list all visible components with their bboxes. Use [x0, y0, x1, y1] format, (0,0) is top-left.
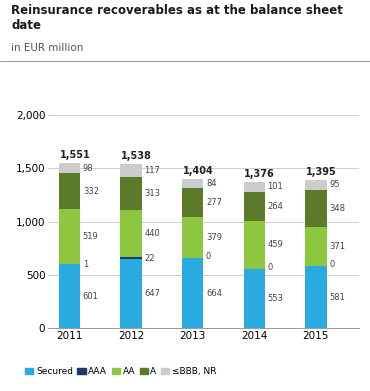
Bar — [182, 188, 204, 217]
Text: 1,404: 1,404 — [182, 166, 213, 176]
Text: 0: 0 — [329, 260, 334, 269]
Bar — [120, 177, 142, 210]
Text: 1,551: 1,551 — [60, 150, 90, 160]
Text: 277: 277 — [206, 198, 222, 207]
Bar — [182, 179, 204, 188]
Text: 647: 647 — [144, 289, 161, 298]
Text: 379: 379 — [206, 233, 222, 242]
Bar — [243, 221, 265, 269]
Text: 84: 84 — [206, 179, 216, 188]
Bar — [305, 227, 327, 267]
Text: 22: 22 — [144, 254, 155, 263]
Text: 1: 1 — [83, 260, 88, 269]
Bar — [120, 210, 142, 257]
Bar — [305, 190, 327, 227]
Bar — [243, 181, 265, 192]
Bar — [59, 209, 80, 264]
Bar — [59, 174, 80, 209]
Text: 0: 0 — [206, 251, 211, 260]
Bar — [120, 164, 142, 177]
Text: 440: 440 — [144, 229, 160, 238]
Bar — [182, 258, 204, 328]
Text: Reinsurance recoverables as at the balance sheet date: Reinsurance recoverables as at the balan… — [11, 4, 343, 32]
Bar — [243, 269, 265, 328]
Text: 313: 313 — [144, 189, 161, 198]
Text: 101: 101 — [268, 183, 283, 192]
Text: 117: 117 — [144, 166, 160, 175]
Text: 664: 664 — [206, 289, 222, 298]
Text: 95: 95 — [329, 180, 340, 189]
Bar — [243, 192, 265, 221]
Legend: Secured, AAA, AA, A, ≤BBB, NR: Secured, AAA, AA, A, ≤BBB, NR — [21, 364, 220, 380]
Text: 601: 601 — [83, 292, 99, 301]
Text: 581: 581 — [329, 293, 345, 302]
Text: 371: 371 — [329, 242, 345, 251]
Bar — [120, 257, 142, 260]
Bar — [59, 163, 80, 174]
Bar — [305, 180, 327, 190]
Text: 98: 98 — [83, 164, 94, 173]
Bar — [120, 260, 142, 328]
Text: 1,538: 1,538 — [121, 151, 152, 161]
Text: 332: 332 — [83, 187, 99, 196]
Text: 519: 519 — [83, 232, 99, 241]
Bar — [59, 264, 80, 328]
Text: 0: 0 — [268, 264, 273, 273]
Bar — [305, 267, 327, 328]
Text: in EUR million: in EUR million — [11, 43, 84, 53]
Text: 459: 459 — [268, 240, 283, 249]
Text: 1,376: 1,376 — [244, 169, 275, 179]
Text: 1,395: 1,395 — [306, 167, 336, 177]
Bar — [182, 217, 204, 258]
Text: 348: 348 — [329, 204, 345, 213]
Text: 264: 264 — [268, 202, 283, 211]
Text: 553: 553 — [268, 294, 283, 303]
